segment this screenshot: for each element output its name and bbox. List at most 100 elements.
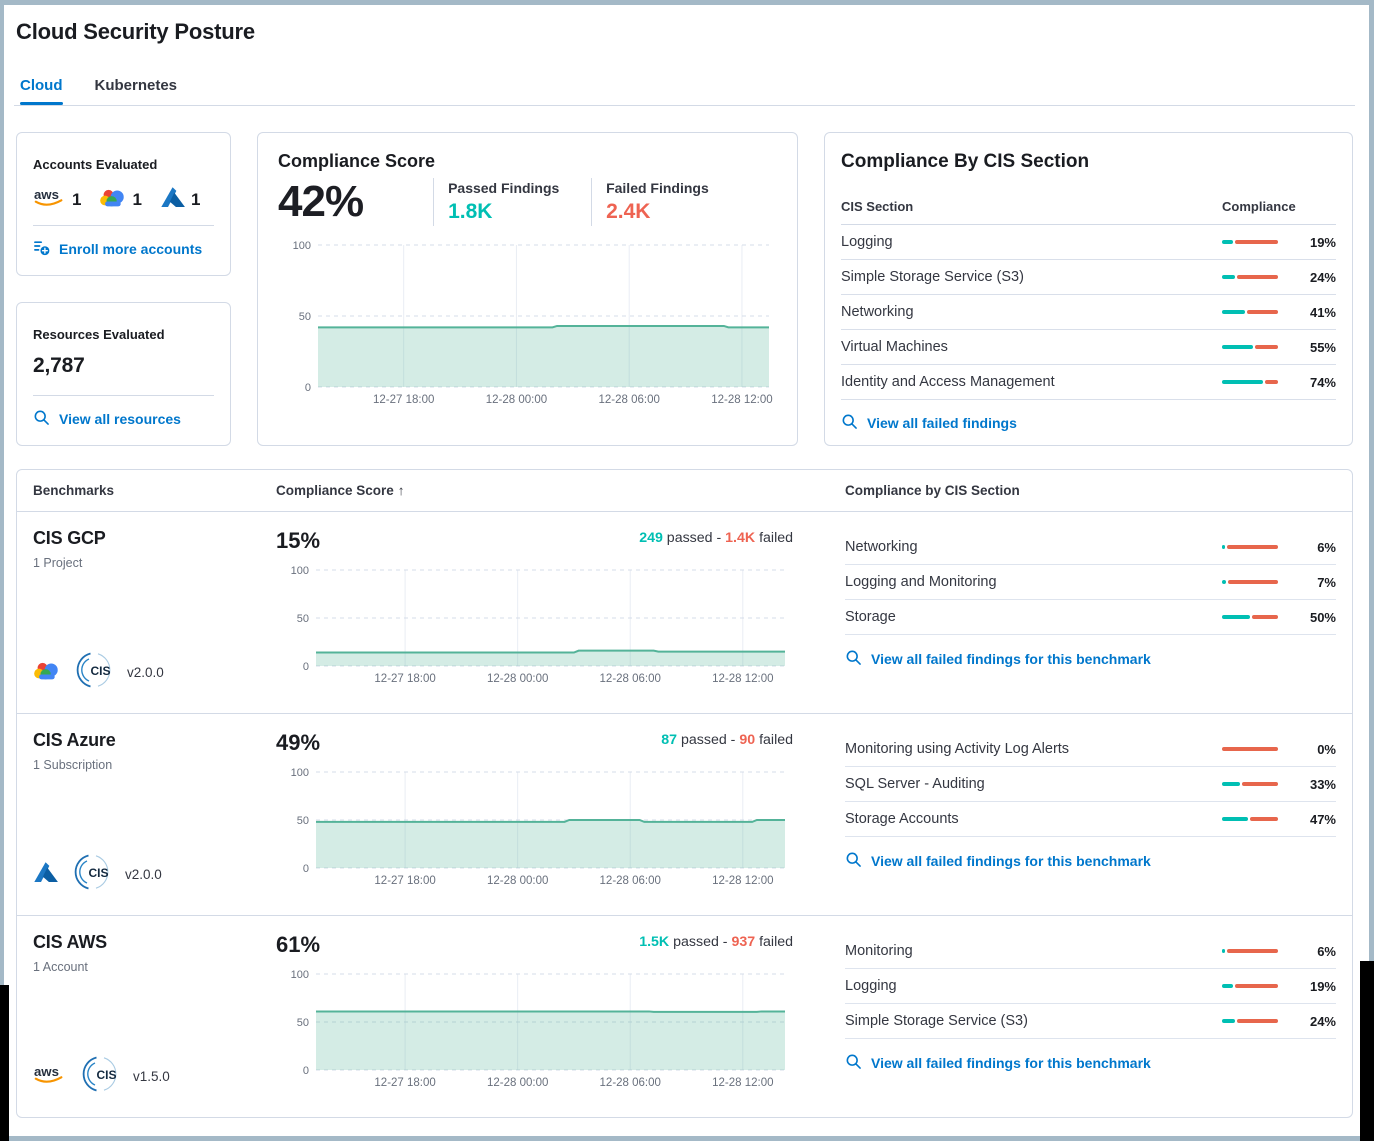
cis-section-card-title: Compliance By CIS Section xyxy=(841,151,1090,173)
resources-evaluated-title: Resources Evaluated xyxy=(33,327,165,343)
compliance-bar xyxy=(1222,275,1278,280)
accounts-provider-counts: aws 1 1 1 xyxy=(33,186,214,213)
benchmark-trend-chart: 0 50 100 12-27 18:00 12-28 00:00 12-28 06:00 1… xyxy=(276,968,793,1090)
view-all-failed-findings-link[interactable]: View all failed findings xyxy=(841,413,1336,433)
cis-logo: CIS xyxy=(74,650,114,695)
benchmark-subtitle: 1 Project xyxy=(33,556,83,571)
svg-text:12-27 18:00: 12-27 18:00 xyxy=(374,875,435,887)
benchmarks-column-header: Benchmarks xyxy=(33,483,115,499)
cloud-security-posture-page: Cloud Security Posture Cloud Kubernetes … xyxy=(4,5,1369,1136)
cis-section-row: Simple Storage Service (S3) 24% xyxy=(845,1004,1336,1040)
screen-letterbox-right xyxy=(1360,961,1374,1141)
cis-section-name: Networking xyxy=(845,539,918,556)
cis-section-name: Storage xyxy=(845,609,896,626)
svg-text:100: 100 xyxy=(291,969,309,981)
compliance-bar xyxy=(1222,1019,1278,1024)
svg-text:12-27 18:00: 12-27 18:00 xyxy=(373,394,434,406)
compliance-bar-passed xyxy=(1222,949,1225,954)
resources-evaluated-count: 2,787 xyxy=(33,354,85,378)
aws-icon: aws xyxy=(33,1063,67,1090)
cis-section-compliance-pct: 7% xyxy=(1317,574,1336,590)
compliance-bar-passed xyxy=(1222,345,1253,350)
search-icon xyxy=(845,649,862,669)
view-all-resources-link[interactable]: View all resources xyxy=(33,409,214,429)
svg-text:12-28 00:00: 12-28 00:00 xyxy=(486,394,547,406)
azure-icon xyxy=(160,186,186,213)
benchmark-info-cell: CIS AWS 1 Account aws CIS v1.5.0 xyxy=(33,932,276,1099)
compliance-bar-failed xyxy=(1235,240,1278,245)
search-icon xyxy=(845,1053,862,1073)
summary-section: Accounts Evaluated aws 1 1 1 Enroll more ac… xyxy=(16,132,1353,447)
cis-table-header: CIS Section Compliance xyxy=(841,193,1336,226)
window-frame-right xyxy=(1369,0,1374,961)
compliance-score-card: Compliance Score 42% Passed Findings 1.8… xyxy=(257,132,798,447)
compliance-bar-failed xyxy=(1252,615,1278,620)
cis-section-row: Logging 19% xyxy=(845,969,1336,1005)
compliance-bar-passed xyxy=(1222,545,1225,550)
view-all-failed-findings-benchmark-link[interactable]: View all failed findings for this benchm… xyxy=(845,1053,1336,1073)
tab-cloud[interactable]: Cloud xyxy=(20,77,63,106)
account-provider-azure: 1 xyxy=(160,186,200,213)
compliance-column-header: Compliance xyxy=(1222,199,1296,215)
cis-section-name: Logging xyxy=(845,978,897,995)
search-icon xyxy=(841,413,858,433)
svg-text:12-28 12:00: 12-28 12:00 xyxy=(712,875,773,887)
benchmark-info-cell: CIS GCP 1 Project CIS v2.0.0 xyxy=(33,528,276,695)
svg-text:0: 0 xyxy=(303,661,309,673)
failed-count: 1.4K xyxy=(725,530,756,547)
view-all-failed-findings-benchmark-link[interactable]: View all failed findings for this benchm… xyxy=(845,649,1336,669)
card-divider xyxy=(33,395,214,397)
cis-section-row: Monitoring using Activity Log Alerts 0% xyxy=(845,732,1336,768)
cis-section-row: Networking 6% xyxy=(845,530,1336,566)
benchmark-name: CIS GCP xyxy=(33,528,106,549)
window-frame-left xyxy=(0,0,4,985)
screen-letterbox-left xyxy=(0,985,9,1141)
cis-section-name: Storage Accounts xyxy=(845,811,959,828)
cis-section-row: Identity and Access Management 74% xyxy=(841,365,1336,401)
cis-section-compliance-pct: 33% xyxy=(1309,776,1336,792)
passed-count: 249 xyxy=(639,530,663,547)
gcp-icon xyxy=(33,660,61,686)
gcp-account-count: 1 xyxy=(132,189,142,209)
compliance-bar xyxy=(1222,240,1278,245)
cis-section-name: Logging xyxy=(841,234,893,251)
svg-text:12-28 06:00: 12-28 06:00 xyxy=(600,673,661,685)
cis-section-compliance-pct: 0% xyxy=(1317,741,1336,757)
benchmark-row: CIS Azure 1 Subscription CIS v2.0.0 49% 87 pa… xyxy=(17,713,1352,915)
compliance-bar-failed xyxy=(1265,380,1278,385)
enroll-accounts-icon xyxy=(33,239,50,259)
svg-text:0: 0 xyxy=(303,1065,309,1077)
cis-section-compliance-pct: 74% xyxy=(1309,374,1336,390)
cis-section-compliance-pct: 24% xyxy=(1309,269,1336,285)
cis-section-compliance-pct: 6% xyxy=(1317,539,1336,555)
benchmark-icons: CIS v2.0.0 xyxy=(33,650,260,695)
cis-section-name: Monitoring xyxy=(845,943,913,960)
compliance-score-column-header[interactable]: Compliance Score ↑ xyxy=(276,483,405,499)
compliance-bar-failed xyxy=(1237,1019,1278,1024)
compliance-bar xyxy=(1222,580,1278,585)
compliance-bar-failed xyxy=(1222,747,1278,752)
cis-section-row: Storage Accounts 47% xyxy=(845,802,1336,838)
benchmark-score-cell: 15% 249 passed - 1.4K failed 0 50 100 12-27 1… xyxy=(276,528,833,695)
cis-logo: CIS xyxy=(72,852,112,897)
cis-section-compliance-pct: 41% xyxy=(1309,304,1336,320)
compliance-bar-passed xyxy=(1222,380,1263,385)
compliance-bar-failed xyxy=(1235,984,1278,989)
compliance-score-trend-chart: 0 50 100 12-27 18:00 12-28 00:00 12-28 06:00 1… xyxy=(278,239,777,407)
tab-kubernetes[interactable]: Kubernetes xyxy=(94,77,178,95)
cis-section-column-header: Compliance by CIS Section xyxy=(845,483,1020,499)
cis-section-row: Simple Storage Service (S3) 24% xyxy=(841,260,1336,296)
failed-count: 937 xyxy=(731,934,756,951)
svg-text:12-28 06:00: 12-28 06:00 xyxy=(600,875,661,887)
svg-text:12-27 18:00: 12-27 18:00 xyxy=(374,1077,435,1089)
cis-section-row: SQL Server - Auditing 33% xyxy=(845,767,1336,803)
enroll-more-accounts-link[interactable]: Enroll more accounts xyxy=(33,239,214,259)
view-all-failed-findings-benchmark-link[interactable]: View all failed findings for this benchm… xyxy=(845,851,1336,871)
svg-text:CIS: CIS xyxy=(91,664,111,678)
cis-section-name: Monitoring using Activity Log Alerts xyxy=(845,741,1070,758)
cis-logo: CIS xyxy=(80,1054,120,1099)
benchmark-compliance-score: 15% xyxy=(276,528,321,554)
compliance-bar xyxy=(1222,782,1278,787)
svg-text:aws: aws xyxy=(34,187,59,202)
failed-count: 90 xyxy=(739,732,756,749)
